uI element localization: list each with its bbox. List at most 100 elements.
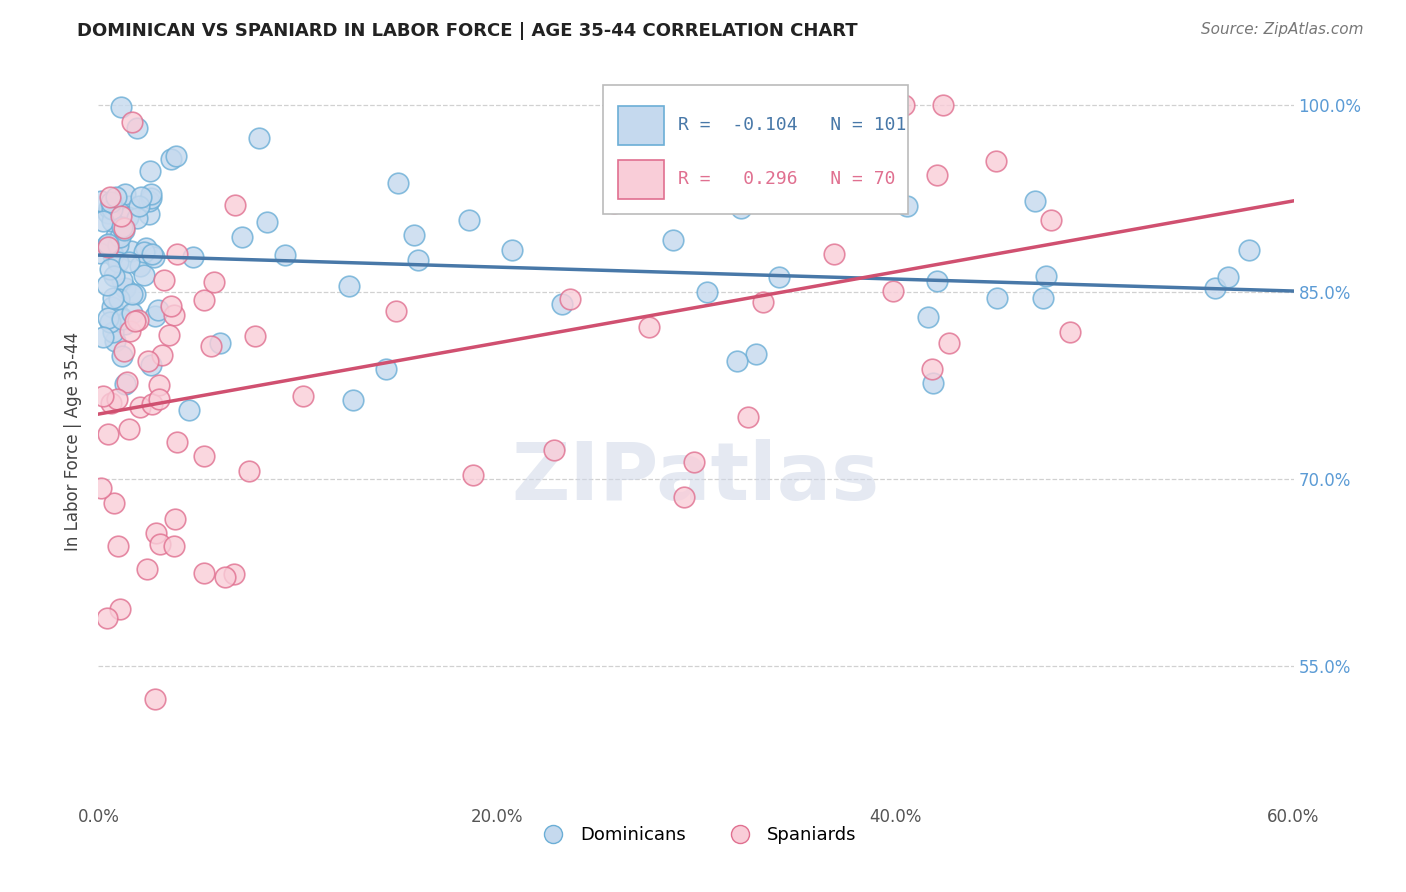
Point — [385, 304, 408, 318]
Point — [984, 154, 1007, 169]
Point — [193, 449, 215, 463]
Point — [105, 190, 128, 204]
Text: R =   0.296   N = 70: R = 0.296 N = 70 — [678, 170, 896, 188]
Point — [224, 198, 246, 212]
Point — [938, 335, 960, 350]
Point — [725, 354, 748, 368]
Point — [101, 214, 124, 228]
Point — [274, 248, 297, 262]
Point — [166, 247, 188, 261]
Point — [138, 207, 160, 221]
Point — [107, 392, 129, 407]
Point — [551, 297, 574, 311]
Point — [121, 306, 143, 320]
Text: ZIPatlas: ZIPatlas — [512, 439, 880, 516]
Point — [129, 400, 152, 414]
Point — [127, 313, 149, 327]
Point — [118, 422, 141, 436]
Point — [108, 292, 131, 306]
Point — [110, 206, 132, 220]
Point — [143, 692, 166, 706]
Point — [120, 244, 142, 258]
Point — [148, 378, 170, 392]
Point — [882, 284, 904, 298]
Point — [97, 311, 120, 326]
Point — [117, 210, 139, 224]
Point — [111, 273, 134, 287]
Point — [98, 201, 121, 215]
Point — [118, 324, 141, 338]
Point — [141, 247, 163, 261]
Point — [638, 319, 661, 334]
Point — [406, 253, 429, 268]
Point — [1024, 194, 1046, 209]
Point — [101, 300, 124, 314]
Point — [134, 268, 156, 282]
Point — [104, 229, 127, 244]
Point — [136, 562, 159, 576]
Point — [112, 223, 135, 237]
Point — [96, 237, 118, 252]
Point — [91, 330, 114, 344]
Point — [617, 98, 640, 112]
Bar — [619, 160, 664, 200]
Point — [165, 512, 187, 526]
Point — [737, 410, 759, 425]
Point — [124, 314, 146, 328]
Point — [145, 526, 167, 541]
Point — [458, 213, 481, 227]
Point — [696, 285, 718, 299]
Point — [101, 202, 124, 216]
Point — [97, 206, 120, 220]
Point — [222, 567, 245, 582]
Point — [404, 228, 426, 243]
Point — [103, 268, 125, 283]
Point — [1040, 213, 1063, 227]
FancyBboxPatch shape — [603, 86, 907, 214]
Point — [1216, 270, 1239, 285]
Point — [114, 281, 136, 295]
Point — [110, 209, 132, 223]
Point — [921, 361, 943, 376]
Point — [100, 190, 122, 204]
Point — [745, 347, 768, 361]
Point — [124, 287, 146, 301]
Point — [121, 286, 143, 301]
Point — [107, 238, 129, 252]
Point — [118, 255, 141, 269]
Point — [163, 539, 186, 553]
Point — [661, 233, 683, 247]
Point — [100, 194, 122, 209]
Point — [136, 353, 159, 368]
Point — [337, 278, 360, 293]
Point — [129, 259, 152, 273]
Point — [925, 274, 948, 288]
Y-axis label: In Labor Force | Age 35-44: In Labor Force | Age 35-44 — [65, 332, 83, 551]
Point — [101, 291, 124, 305]
Point — [90, 481, 112, 495]
Point — [125, 211, 148, 225]
Point — [114, 317, 136, 331]
Point — [103, 496, 125, 510]
Point — [247, 131, 270, 145]
Point — [683, 455, 706, 469]
Point — [148, 392, 170, 407]
Point — [202, 275, 225, 289]
Point — [105, 240, 128, 254]
Point — [193, 293, 215, 308]
Point — [111, 312, 134, 326]
Point — [922, 376, 945, 390]
Point — [752, 294, 775, 309]
Point — [143, 310, 166, 324]
Point — [143, 250, 166, 264]
Point — [183, 250, 205, 264]
Point — [115, 375, 138, 389]
Point — [193, 566, 215, 580]
Point — [132, 245, 155, 260]
Point — [103, 248, 125, 262]
Point — [129, 189, 152, 203]
Point — [139, 359, 162, 373]
Point — [96, 278, 118, 293]
Point — [501, 244, 523, 258]
Point — [100, 262, 122, 277]
